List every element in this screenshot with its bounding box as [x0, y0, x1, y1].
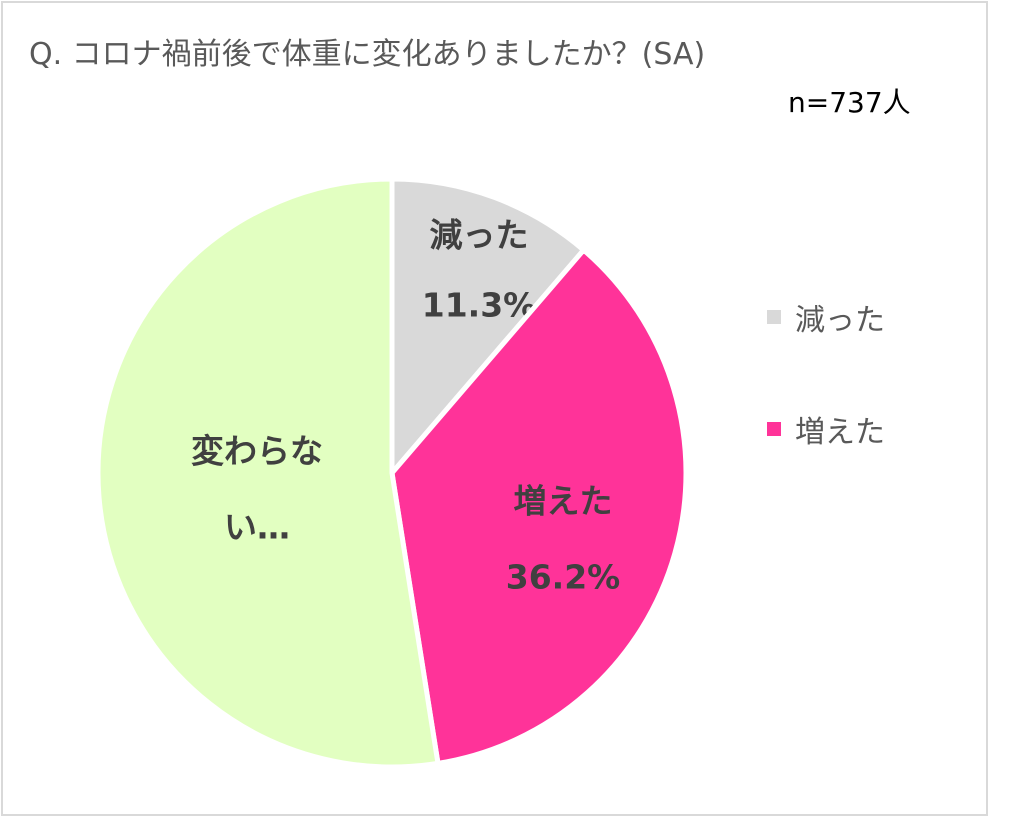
slice-label-decreased-line-0: 減った	[430, 216, 529, 255]
legend-item-decreased: 減った	[767, 295, 885, 339]
slice-label-increased-line-1: 36.2%	[506, 558, 621, 597]
legend-swatch-increased	[767, 422, 781, 436]
sample-size: n=737人	[788, 86, 911, 119]
legend-swatch-decreased	[767, 310, 781, 324]
pie-slice-unchanged	[95, 176, 441, 770]
pie-chart: 減った 11.3% 増えた 36.2% 変わらない…	[95, 176, 689, 770]
legend-label-decreased: 減った	[795, 303, 885, 338]
slice-label-unchanged: 変わらない…	[191, 432, 323, 547]
legend-item-increased: 増えた	[767, 407, 885, 451]
slice-label-unchanged-line-1: い…	[224, 508, 290, 547]
slice-label-decreased-line-1: 11.3%	[422, 286, 537, 325]
chart-frame: Q. コロナ禍前後で体重に変化ありましたか？(SA) n=737人 減った 増え…	[1, 1, 988, 816]
pie-slice-decreased	[389, 176, 587, 476]
chart-title: Q. コロナ禍前後で体重に変化ありましたか？(SA)	[29, 37, 706, 72]
legend-label-increased: 増えた	[795, 415, 885, 450]
pie-slice-increased	[389, 247, 689, 766]
slice-label-decreased: 減った 11.3%	[422, 216, 537, 325]
slice-label-increased-line-0: 増えた	[514, 482, 613, 521]
slice-label-unchanged-line-0: 変わらな	[191, 432, 323, 471]
slice-label-increased: 増えた 36.2%	[506, 482, 621, 597]
